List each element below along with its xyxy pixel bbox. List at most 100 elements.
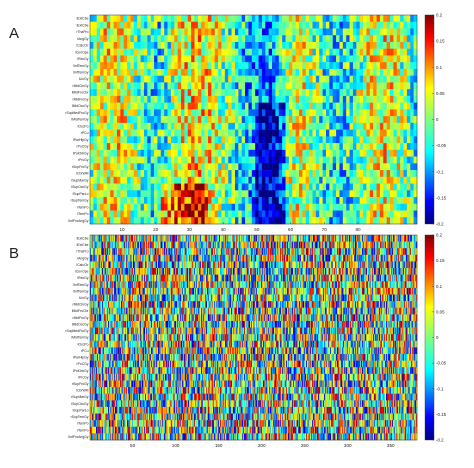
heatmap-cell — [170, 190, 175, 198]
heatmap-cell — [177, 95, 182, 103]
heatmap-cell — [319, 170, 323, 178]
heatmap-cell — [111, 254, 113, 262]
heatmap-cell — [160, 102, 165, 110]
heatmap-cell — [406, 55, 411, 63]
heatmap-cell — [172, 248, 174, 256]
heatmap-cell — [147, 41, 151, 49]
heatmap-cell — [201, 48, 205, 56]
heatmap-cell — [163, 248, 165, 256]
heatmap-cell — [319, 68, 323, 76]
heatmap-cell — [204, 156, 209, 164]
heatmap-cell — [184, 48, 189, 56]
heatmap-cell — [287, 235, 289, 242]
heatmap-cell — [126, 235, 128, 242]
heatmap-cell — [234, 163, 239, 171]
heatmap-cell — [258, 122, 263, 130]
heatmap-cell — [312, 163, 317, 171]
heatmap-cell — [346, 35, 350, 43]
heatmap-cell — [410, 210, 414, 218]
heatmap-cell — [258, 183, 263, 191]
heatmap-cell — [170, 149, 175, 157]
heatmap-cell — [221, 217, 226, 225]
heatmap-cell — [218, 41, 222, 49]
heatmap-cell — [228, 15, 232, 22]
heatmap-cell — [312, 41, 317, 49]
heatmap-cell — [275, 143, 280, 151]
heatmap-cell — [312, 116, 317, 124]
heatmap-cell — [312, 261, 314, 269]
heatmap-cell — [390, 149, 394, 157]
heatmap-cell — [355, 261, 357, 269]
heatmap-cell — [387, 235, 389, 242]
heatmap-cell — [275, 261, 277, 269]
heatmap-cell — [302, 149, 307, 157]
heatmap-cell — [106, 68, 111, 76]
heatmap-cell — [292, 122, 296, 130]
heatmap-cell — [411, 248, 413, 256]
heatmap-cell — [127, 35, 131, 43]
heatmap-cell — [304, 248, 306, 256]
heatmap-cell — [150, 75, 155, 83]
heatmap-cell — [175, 248, 177, 256]
heatmap-cell — [413, 62, 418, 70]
heatmap-cell — [96, 163, 101, 171]
heatmap-cell — [379, 122, 384, 130]
heatmap-cell — [312, 203, 317, 211]
heatmap-cell — [275, 136, 280, 144]
heatmap-cell — [349, 156, 354, 164]
heatmap-cell — [127, 190, 131, 198]
heatmap-cell — [393, 109, 398, 117]
heatmap-cell — [334, 248, 336, 256]
heatmap-cell — [133, 203, 138, 211]
heatmap-cell — [413, 68, 418, 76]
heatmap-cell — [356, 254, 358, 262]
heatmap-cell — [175, 235, 177, 242]
heatmap-cell — [116, 203, 121, 211]
heatmap-cell — [309, 254, 311, 262]
heatmap-cell — [332, 241, 334, 249]
heatmap-cell — [93, 122, 97, 130]
heatmap-cell — [288, 68, 293, 76]
heatmap-cell — [148, 235, 150, 242]
heatmap-cell — [346, 122, 350, 130]
heatmap-cell — [396, 248, 398, 256]
heatmap-cell — [93, 75, 97, 83]
heatmap-cell — [319, 217, 323, 225]
heatmap-cell — [116, 183, 121, 191]
heatmap-cell — [204, 176, 209, 184]
heatmap-cell — [106, 109, 111, 117]
heatmap-cell — [221, 82, 226, 90]
heatmap-cell — [322, 75, 327, 83]
heatmap-cell — [295, 48, 300, 56]
heatmap-cell — [211, 68, 215, 76]
heatmap-cell — [133, 89, 138, 97]
heatmap-cell — [288, 176, 293, 184]
heatmap-cell — [288, 82, 293, 90]
heatmap-cell — [268, 82, 273, 90]
heatmap-cell — [393, 197, 398, 205]
heatmap-cell — [307, 261, 309, 269]
heatmap-cell — [160, 254, 162, 262]
heatmap-cell — [342, 163, 347, 171]
heatmap-cell — [349, 48, 354, 56]
heatmap-cell — [375, 248, 377, 256]
heatmap-cell — [339, 21, 344, 29]
heatmap-cell — [410, 149, 414, 157]
heatmap-cell — [337, 248, 339, 256]
heatmap-cell — [181, 197, 185, 205]
heatmap-cell — [278, 122, 283, 130]
heatmap-cell — [251, 170, 256, 178]
heatmap-cell — [365, 261, 367, 269]
heatmap-cell — [349, 109, 354, 117]
heatmap-cell — [263, 248, 265, 256]
heatmap-cell — [120, 217, 124, 225]
heatmap-cell — [315, 21, 320, 29]
heatmap-cell — [140, 170, 145, 178]
heatmap-cell — [356, 203, 360, 211]
heatmap-cell — [265, 35, 269, 43]
heatmap-cell — [151, 235, 153, 242]
heatmap-cell — [245, 55, 249, 63]
heatmap-cell — [93, 197, 97, 205]
heatmap-cell — [189, 254, 191, 262]
heatmap-cell — [213, 254, 215, 262]
